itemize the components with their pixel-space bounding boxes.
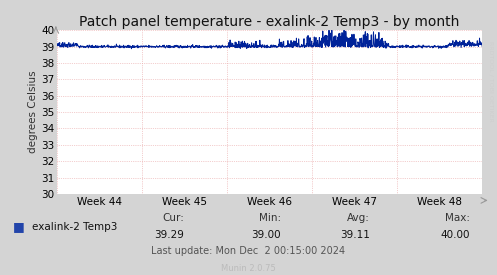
Text: Avg:: Avg:	[347, 213, 370, 223]
Text: 39.29: 39.29	[154, 230, 184, 240]
Y-axis label: degrees Celsius: degrees Celsius	[28, 71, 38, 153]
Text: RRDTOOL / TOBI OETIKER: RRDTOOL / TOBI OETIKER	[489, 41, 494, 122]
Text: Max:: Max:	[445, 213, 470, 223]
Text: Min:: Min:	[258, 213, 281, 223]
Title: Patch panel temperature - exalink-2 Temp3 - by month: Patch panel temperature - exalink-2 Temp…	[80, 15, 460, 29]
Text: 39.00: 39.00	[251, 230, 281, 240]
Text: exalink-2 Temp3: exalink-2 Temp3	[32, 222, 118, 232]
Text: 39.11: 39.11	[340, 230, 370, 240]
Text: Munin 2.0.75: Munin 2.0.75	[221, 264, 276, 273]
Text: 40.00: 40.00	[440, 230, 470, 240]
Text: ■: ■	[12, 220, 24, 233]
Text: Cur:: Cur:	[162, 213, 184, 223]
Text: Last update: Mon Dec  2 00:15:00 2024: Last update: Mon Dec 2 00:15:00 2024	[152, 246, 345, 256]
